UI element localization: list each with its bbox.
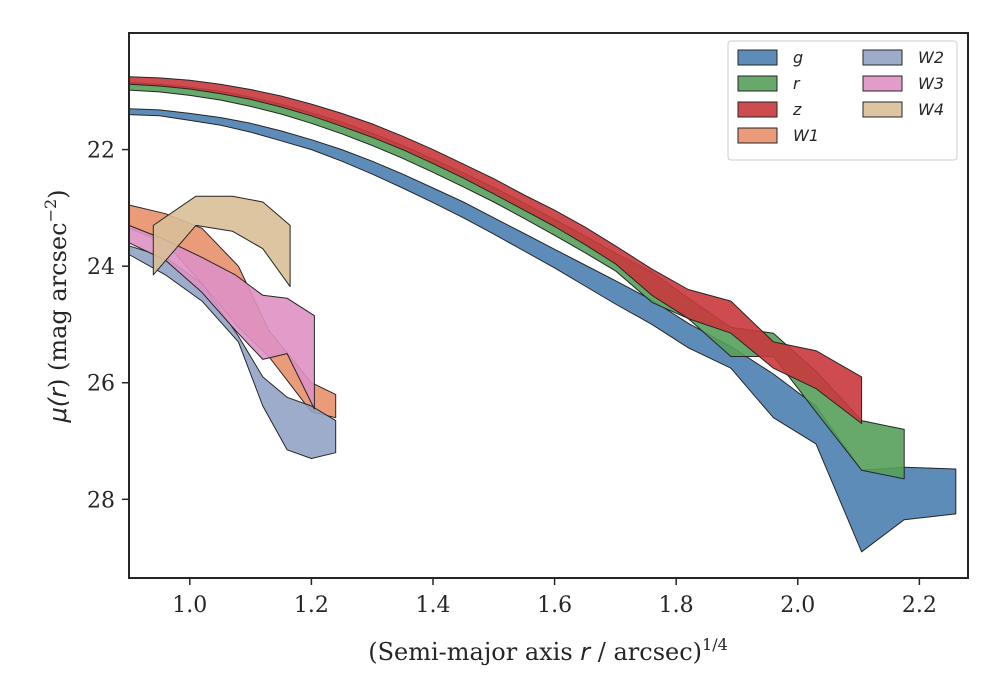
x-axis-label: (Semi-major axis r / arcsec)1/4 — [368, 635, 728, 666]
legend-label-W3: W3 — [918, 74, 944, 93]
legend-swatch-W3 — [862, 75, 903, 92]
x-tick-label: 1.0 — [172, 593, 207, 618]
band-g — [128, 108, 957, 553]
profile-bands — [128, 76, 957, 553]
legend-swatch-W1 — [737, 127, 778, 144]
legend-swatch-W2 — [862, 49, 903, 66]
legend-label-z: z — [792, 100, 802, 119]
y-tick-label: 24 — [87, 255, 115, 280]
y-axis-label-close: ) — [44, 189, 72, 198]
y-axis-label-exponent: −2 — [41, 199, 60, 223]
legend-swatch-z — [737, 101, 778, 118]
band-W4 — [152, 195, 291, 288]
y-axis-label-suffix: ) (mag arcsec — [44, 222, 72, 388]
y-tick-label: 26 — [87, 372, 115, 397]
y-tick-label: 28 — [87, 488, 115, 513]
y-axis-label-prefix: μ( — [44, 396, 72, 423]
legend-label-W4: W4 — [918, 100, 944, 119]
legend-swatch-W4 — [862, 101, 903, 118]
y-axis-ticks: 22 24 26 28 — [87, 139, 129, 513]
y-axis-label: μ(r) (mag arcsec−2) — [41, 189, 72, 423]
x-tick-label: 2.2 — [902, 593, 937, 618]
legend: grz W1 W2 W3 W4 — [727, 40, 958, 161]
x-axis-ticks: 1.0 1.2 1.4 1.6 1.8 2.0 2.2 — [172, 578, 937, 618]
legend-swatch-r — [737, 75, 778, 92]
x-axis-label-prefix: (Semi-major axis — [368, 638, 580, 666]
plot-frame — [128, 32, 969, 579]
y-axis-label-var: r — [44, 386, 72, 398]
band-W3 — [128, 224, 315, 410]
legend-swatch-g — [737, 49, 778, 66]
legend-label-W1: W1 — [793, 126, 819, 145]
x-tick-label: 1.4 — [415, 593, 450, 618]
x-tick-label: 2.0 — [780, 593, 815, 618]
legend-label-g: g — [793, 48, 803, 67]
legend-box — [727, 40, 958, 161]
legend-label-r: r — [793, 74, 801, 93]
x-axis-label-exponent: 1/4 — [702, 635, 728, 654]
band-z — [128, 76, 863, 424]
x-tick-label: 1.2 — [294, 593, 329, 618]
legend-label-W2: W2 — [918, 48, 944, 67]
x-tick-label: 1.6 — [537, 593, 572, 618]
x-axis-label-var: r — [580, 638, 592, 666]
x-tick-label: 1.8 — [659, 593, 694, 618]
y-tick-label: 22 — [87, 139, 115, 164]
x-axis-label-suffix: / arcsec) — [590, 638, 702, 666]
